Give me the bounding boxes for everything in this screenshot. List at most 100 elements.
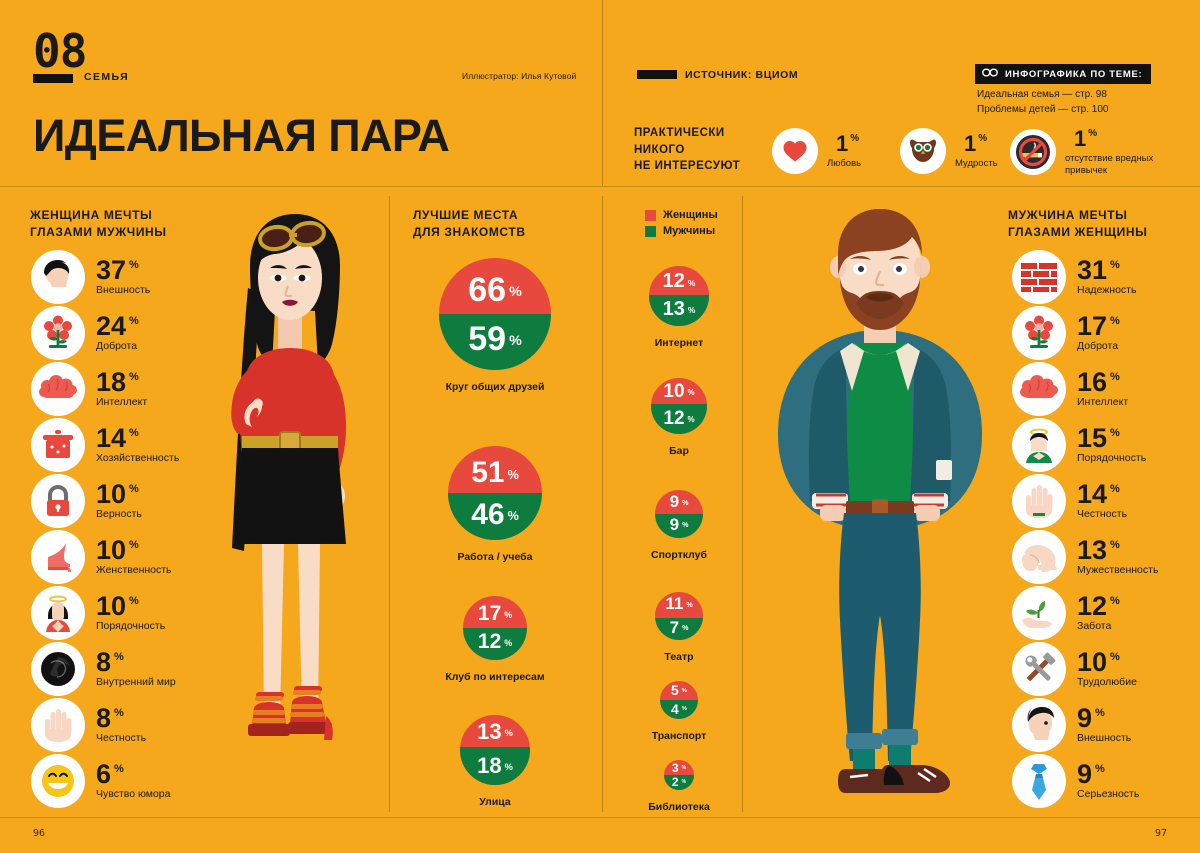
percent-sign: % [129,594,139,607]
trait-caption: Внутренний мир [96,676,176,689]
no-smoking-icon [1016,135,1050,170]
value-number: 11 [665,594,684,614]
pie: 5% 4% [657,678,701,722]
high-heel-icon [48,543,71,572]
pie: 3% 2% [661,757,697,793]
nobody-item-no-bad-habits: 1 % отсутствие вредных привычек [1010,128,1153,177]
percent-sign: % [129,370,139,383]
related-link-2[interactable]: Проблемы детей — стр. 100 [977,103,1109,115]
value-number: 1 [964,130,977,156]
smiley-icon [42,765,74,797]
trait-value: 24 % [96,312,139,339]
trait-caption: Доброта [96,340,138,353]
percent-sign: % [1095,762,1105,775]
brain-icon [39,375,77,398]
pie-men-slice [649,294,709,326]
trait-value: 10 % [96,534,172,565]
percent-sign: % [1110,258,1120,271]
trait-value: 37 % [96,254,150,285]
trait-value: 8 % [96,704,146,731]
value-number: 14 [96,422,127,453]
percent-sign: % [1110,370,1120,383]
trait-row: 24 % Доброта [31,306,139,360]
link-chain-icon [982,68,998,80]
value-number: 1 [836,130,849,156]
trait-caption: Честность [96,732,147,745]
value-number: 59 [468,320,507,359]
title-line1: МУЖЧИНА МЕЧТЫ [1008,208,1128,222]
value-number: 6 [96,758,112,789]
icon-badge [31,474,85,528]
pie-chart-friends: 66% 59% Круг общих друзей [400,255,590,393]
value-number: 14 [1077,478,1108,509]
related-infographics-badge: ИНФОГРАФИКА ПО ТЕМЕ: [975,64,1152,84]
icon-badge [31,642,85,696]
trait-value: 16 % [1077,368,1128,395]
trait-row: 10 % Верность [31,474,142,528]
value-number: 10 [96,534,127,565]
pie-chart-library: 3% 2% Библиотека [615,757,743,813]
trait-row: 31 % Надежность [1012,250,1136,304]
pie-men-value: 2% [671,774,687,789]
value-number: 12 [477,630,502,654]
trait-value: 18 % [96,368,147,395]
page-number-right: 97 [1154,828,1167,839]
nobody-item-love: 1 % Любовь [772,128,861,174]
value-number: 7 [669,617,680,637]
trait-text: 10 % Трудолюбие [1077,646,1137,688]
pie-men-value: 9% [669,514,689,534]
right-column-title: МУЖЧИНА МЕЧТЫ ГЛАЗАМИ ЖЕНЩИНЫ [1008,207,1148,241]
percent-sign: % [129,314,139,327]
value-number: 8 [96,646,112,677]
percent-sign: % [114,650,124,663]
pie-women-value: 5% [670,682,688,699]
trait-text: 37 % Внешность [96,254,150,296]
trait-value: 15 % [1077,424,1146,451]
page-number-left: 96 [33,828,46,839]
value-number: 10 [663,380,685,402]
trait-text: 8 % Внутренний мир [96,646,176,689]
related-link-1[interactable]: Идеальная семья — стр. 98 [977,89,1107,100]
icon-badge [1012,418,1066,472]
icon-badge [1010,129,1056,176]
trait-row: 6 % Чувство юмора [31,754,170,808]
legend-label: Женщины [663,209,718,221]
trait-text: 13 % Мужественность [1077,536,1158,576]
pie-men-slice [439,314,551,370]
pie-men-slice [655,618,703,640]
caption-line2: привычек [1065,164,1107,176]
pie-caption: Клуб по интересам [445,671,545,683]
value-number: 10 [1077,646,1108,677]
divider-vertical-3 [742,196,743,812]
title-line2: ГЛАЗАМИ МУЖЧИНЫ [30,224,167,239]
trait-row: 8 % Внутренний мир [31,642,176,696]
pie-men-slice [660,700,698,719]
pie-women-value: 12% [662,270,696,293]
pie-men-slice [463,628,527,660]
trait-value: 9 % [1077,758,1139,789]
pie-chart-transport: 5% 4% Транспорт [615,678,743,742]
pie-men-slice [664,775,694,790]
icon-badge [1012,754,1066,808]
pie: 12% 13% [646,263,712,329]
legend-swatch-men [645,225,656,237]
pie-caption: Спортклуб [651,549,707,561]
page-title: ИДЕАЛЬНАЯ ПАРА [33,110,450,161]
pie-chart-bar: 10% 12% Бар [615,375,743,457]
pie-women-value: 13% [477,718,513,744]
trait-caption: Порядочность [96,620,166,633]
value-number: 9 [1077,758,1093,789]
value-number: 10 [96,590,127,621]
nobody-caption: Мудрость [955,157,998,169]
value-number: 37 [96,254,127,285]
pie-men-value: 46% [471,497,519,531]
pie-caption: Интернет [654,337,704,349]
percent-sign: % [1110,594,1120,607]
issue-rule [33,74,73,83]
value-number: 9 [669,514,680,534]
trait-text: 16 % Интеллект [1077,368,1128,408]
value-number: 13 [477,718,502,744]
trait-value: 14 % [1077,478,1127,509]
nobody-label-line1: ПРАКТИЧЕСКИ [634,127,725,139]
nobody-value: 1 % [836,130,861,156]
